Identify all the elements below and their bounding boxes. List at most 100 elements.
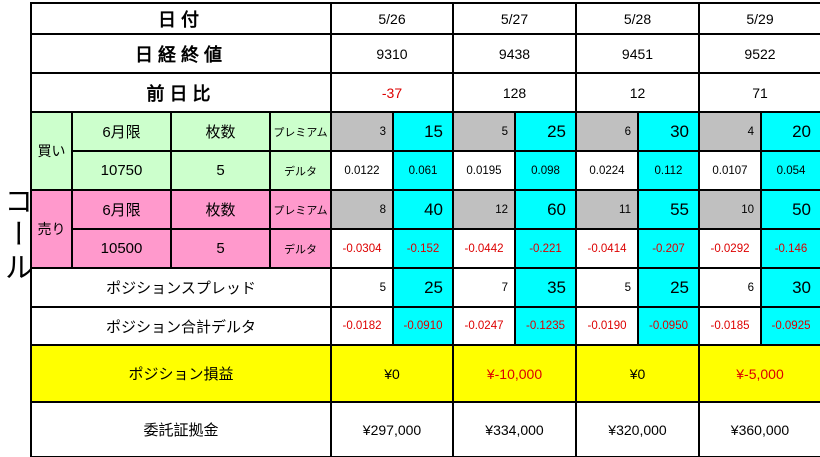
buy-delta-label[interactable]: デルタ (269, 150, 332, 191)
pnl-cell[interactable]: ¥-10,000 (452, 344, 577, 403)
total-delta-total-cell[interactable]: -0.0950 (637, 306, 700, 346)
sell-premium-total-cell[interactable]: 55 (637, 189, 700, 230)
spread-total-cell[interactable]: 25 (637, 267, 700, 308)
buy-premium-unit-cell[interactable]: 6 (575, 111, 639, 152)
sell-delta-total-cell[interactable]: -0.207 (637, 228, 700, 269)
spread-total-cell[interactable]: 35 (514, 267, 577, 308)
change-cell[interactable]: 128 (452, 72, 577, 113)
change-row: 前日比 -37 128 12 71 (30, 72, 820, 113)
close-cell[interactable]: 9522 (698, 33, 820, 74)
total-delta-total-cell[interactable]: -0.0910 (392, 306, 454, 346)
margin-label[interactable]: 委託証拠金 (30, 401, 332, 457)
sell-premium-unit-cell[interactable]: 10 (698, 189, 762, 230)
sell-delta-unit-cell[interactable]: -0.0414 (575, 228, 639, 269)
sell-delta-label[interactable]: デルタ (269, 228, 332, 269)
spread-unit-cell[interactable]: 5 (330, 267, 394, 308)
sell-delta-total-cell[interactable]: -0.221 (514, 228, 577, 269)
date-cell[interactable]: 5/26 (330, 2, 454, 35)
date-cell[interactable]: 5/29 (698, 2, 820, 35)
total-delta-unit-cell[interactable]: -0.0190 (575, 306, 639, 346)
total-delta-total-cell[interactable]: -0.0925 (760, 306, 820, 346)
date-cell[interactable]: 5/27 (452, 2, 577, 35)
sell-strike-cell[interactable]: 10500 (71, 228, 172, 269)
margin-cell[interactable]: ¥320,000 (575, 401, 700, 457)
spread-unit-cell[interactable]: 6 (698, 267, 762, 308)
margin-cell[interactable]: ¥360,000 (698, 401, 820, 457)
close-cell[interactable]: 9451 (575, 33, 700, 74)
buy-strike-cell[interactable]: 10750 (71, 150, 172, 191)
pnl-cell[interactable]: ¥0 (575, 344, 700, 403)
spread-unit-cell[interactable]: 5 (575, 267, 639, 308)
buy-delta-unit-cell[interactable]: 0.0107 (698, 150, 762, 191)
sell-delta-unit-cell[interactable]: -0.0304 (330, 228, 394, 269)
buy-premium-label[interactable]: プレミアム (269, 111, 332, 152)
buy-premium-total-cell[interactable]: 20 (760, 111, 820, 152)
sell-lots-header[interactable]: 枚数 (170, 189, 271, 230)
sell-premium-total-cell[interactable]: 40 (392, 189, 454, 230)
total-delta-unit-cell[interactable]: -0.0182 (330, 306, 394, 346)
buy-premium-unit-cell[interactable]: 5 (452, 111, 516, 152)
spread-row: ポジションスプレッド 5 25 7 35 5 25 6 30 (30, 267, 820, 308)
sell-delta-unit-cell[interactable]: -0.0292 (698, 228, 762, 269)
change-cell[interactable]: -37 (330, 72, 454, 113)
buy-premium-total-cell[interactable]: 15 (392, 111, 454, 152)
pnl-cell[interactable]: ¥-5,000 (698, 344, 820, 403)
pnl-label[interactable]: ポジション損益 (30, 344, 332, 403)
total-delta-unit-cell[interactable]: -0.0185 (698, 306, 762, 346)
margin-cell[interactable]: ¥334,000 (452, 401, 577, 457)
sell-premium-unit-cell[interactable]: 8 (330, 189, 394, 230)
spread-unit-cell[interactable]: 7 (452, 267, 516, 308)
change-header-label[interactable]: 前日比 (30, 72, 332, 113)
call-vertical-label[interactable]: コール (0, 186, 32, 285)
buy-delta-unit-cell[interactable]: 0.0195 (452, 150, 516, 191)
spread-label[interactable]: ポジションスプレッド (30, 267, 332, 308)
buy-premium-unit-cell[interactable]: 4 (698, 111, 762, 152)
options-table: 日付 5/26 5/27 5/28 5/29 日経終値 9310 9438 94… (30, 2, 820, 457)
sell-side-label[interactable]: 売り (30, 189, 73, 269)
buy-delta-total-cell[interactable]: 0.098 (514, 150, 577, 191)
sell-delta-total-cell[interactable]: -0.152 (392, 228, 454, 269)
buy-delta-unit-cell[interactable]: 0.0122 (330, 150, 394, 191)
buy-premium-unit-cell[interactable]: 3 (330, 111, 394, 152)
margin-cell[interactable]: ¥297,000 (330, 401, 454, 457)
total-delta-unit-cell[interactable]: -0.0247 (452, 306, 516, 346)
buy-premium-row: 買い 6月限 枚数 プレミアム 3 15 5 25 6 30 4 20 (30, 111, 820, 191)
change-cell[interactable]: 71 (698, 72, 820, 113)
date-header-label[interactable]: 日付 (30, 2, 332, 35)
buy-premium-total-cell[interactable]: 30 (637, 111, 700, 152)
sell-premium-row: 売り 6月限 枚数 プレミアム 8 40 12 60 11 55 10 50 (30, 189, 820, 269)
sell-lots-cell[interactable]: 5 (170, 228, 271, 269)
sell-premium-total-cell[interactable]: 60 (514, 189, 577, 230)
close-header-label[interactable]: 日経終値 (30, 33, 332, 74)
buy-delta-row: 10750 5 デルタ 0.0122 0.061 0.0195 0.098 0.… (31, 150, 820, 191)
pnl-cell[interactable]: ¥0 (330, 344, 454, 403)
sell-premium-label[interactable]: プレミアム (269, 189, 332, 230)
buy-lots-cell[interactable]: 5 (170, 150, 271, 191)
sell-premium-total-cell[interactable]: 50 (760, 189, 820, 230)
buy-lots-header[interactable]: 枚数 (170, 111, 271, 152)
margin-row: 委託証拠金 ¥297,000 ¥334,000 ¥320,000 ¥360,00… (30, 401, 820, 457)
close-cell[interactable]: 9438 (452, 33, 577, 74)
sell-delta-unit-cell[interactable]: -0.0442 (452, 228, 516, 269)
buy-premium-total-cell[interactable]: 25 (514, 111, 577, 152)
change-cell[interactable]: 12 (575, 72, 700, 113)
close-row: 日経終値 9310 9438 9451 9522 (30, 33, 820, 74)
buy-delta-total-cell[interactable]: 0.112 (637, 150, 700, 191)
pnl-row: ポジション損益 ¥0 ¥-10,000 ¥0 ¥-5,000 (30, 344, 820, 403)
sell-premium-unit-cell[interactable]: 12 (452, 189, 516, 230)
sell-premium-unit-cell[interactable]: 11 (575, 189, 639, 230)
buy-delta-unit-cell[interactable]: 0.0224 (575, 150, 639, 191)
buy-delta-total-cell[interactable]: 0.054 (760, 150, 820, 191)
total-delta-total-cell[interactable]: -0.1235 (514, 306, 577, 346)
sell-delta-total-cell[interactable]: -0.146 (760, 228, 820, 269)
date-cell[interactable]: 5/28 (575, 2, 700, 35)
buy-delta-total-cell[interactable]: 0.061 (392, 150, 454, 191)
total-delta-label[interactable]: ポジション合計デルタ (30, 306, 332, 346)
close-cell[interactable]: 9310 (330, 33, 454, 74)
buy-side-label[interactable]: 買い (30, 111, 73, 191)
buy-contract-cell[interactable]: 6月限 (71, 111, 172, 152)
spread-total-cell[interactable]: 30 (760, 267, 820, 308)
spread-total-cell[interactable]: 25 (392, 267, 454, 308)
sell-contract-cell[interactable]: 6月限 (71, 189, 172, 230)
